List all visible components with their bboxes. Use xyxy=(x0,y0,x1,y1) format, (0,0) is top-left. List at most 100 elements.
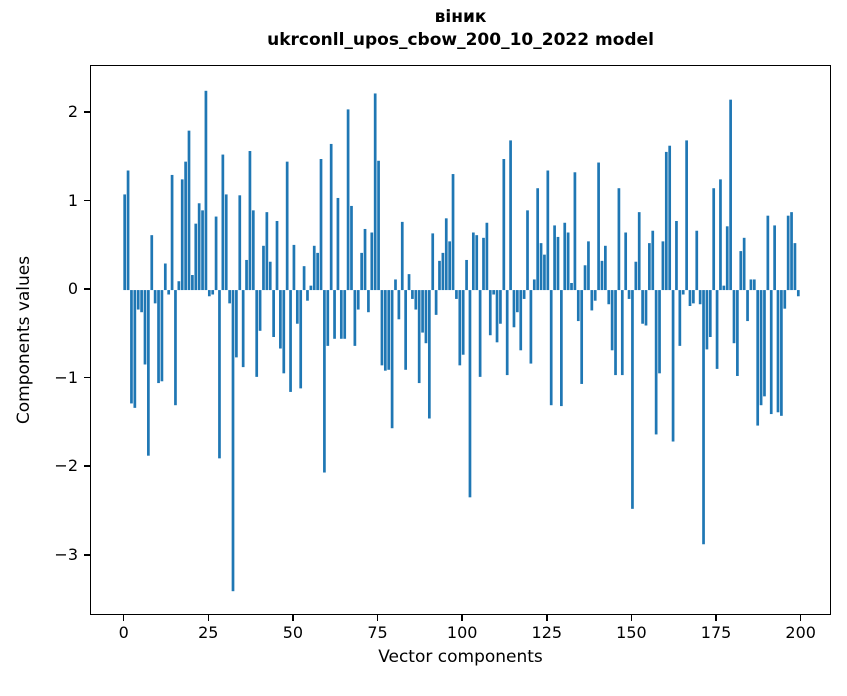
bar xyxy=(191,275,194,291)
bar xyxy=(526,210,529,291)
bar xyxy=(712,188,716,291)
bar xyxy=(285,161,289,291)
bar xyxy=(749,279,753,291)
x-tick-mark xyxy=(630,615,633,621)
y-tick-mark xyxy=(84,465,90,467)
bar xyxy=(620,290,624,376)
bar xyxy=(238,195,242,291)
bar xyxy=(593,290,597,301)
bar xyxy=(262,245,265,291)
bar xyxy=(363,228,367,291)
bar xyxy=(610,290,614,351)
bar xyxy=(719,179,722,291)
bar xyxy=(458,290,462,366)
x-tick-label: 150 xyxy=(616,623,647,642)
x-tick-label: 25 xyxy=(198,623,219,642)
bar xyxy=(539,243,543,291)
bar xyxy=(390,290,394,429)
bar xyxy=(319,159,323,291)
bar xyxy=(218,290,221,459)
bar xyxy=(607,290,611,305)
bar xyxy=(211,290,215,295)
bar xyxy=(126,170,130,291)
bar xyxy=(207,290,211,297)
bar xyxy=(563,222,567,291)
bar xyxy=(583,265,587,291)
y-tick-label: −2 xyxy=(54,456,78,476)
bar xyxy=(400,221,404,291)
y-tick-mark xyxy=(84,111,90,113)
bar xyxy=(360,252,363,291)
bar xyxy=(617,188,621,291)
bar xyxy=(566,232,570,291)
bar xyxy=(153,290,157,304)
bar xyxy=(654,290,658,435)
y-tick-mark xyxy=(84,199,90,202)
x-tick-mark xyxy=(376,615,379,621)
bar xyxy=(282,290,286,374)
bar xyxy=(201,210,204,291)
bar xyxy=(793,243,797,291)
bar xyxy=(377,160,380,291)
bar xyxy=(336,197,340,291)
bar xyxy=(614,290,617,376)
bar xyxy=(265,212,269,291)
bar xyxy=(421,290,424,333)
bar xyxy=(488,290,492,336)
bar xyxy=(275,220,279,291)
bar xyxy=(634,261,638,291)
y-tick-mark xyxy=(84,554,90,556)
bar xyxy=(316,252,319,291)
x-tick-mark xyxy=(546,615,548,621)
bar xyxy=(759,290,763,406)
bar xyxy=(147,290,150,456)
bar xyxy=(251,210,255,291)
y-tick-label: 1 xyxy=(67,190,78,210)
bar xyxy=(688,290,692,307)
bar xyxy=(157,290,160,384)
bar xyxy=(295,290,299,324)
x-tick-label: 75 xyxy=(367,623,388,642)
bar xyxy=(648,243,651,291)
plot-area xyxy=(90,65,831,615)
bar xyxy=(783,290,787,309)
bar xyxy=(678,290,682,346)
bar xyxy=(671,290,675,442)
bar xyxy=(167,290,171,295)
bar xyxy=(482,237,485,291)
bar xyxy=(204,90,208,291)
bar xyxy=(600,260,604,291)
bar xyxy=(448,241,452,291)
bar xyxy=(536,188,540,291)
bar xyxy=(587,241,590,291)
bar xyxy=(407,274,411,291)
bar xyxy=(786,215,790,291)
x-tick-mark xyxy=(292,615,294,621)
bar xyxy=(604,245,607,291)
bar xyxy=(387,290,391,370)
bar xyxy=(664,151,668,291)
bar xyxy=(214,216,218,291)
bar xyxy=(780,290,783,416)
bar xyxy=(695,230,699,291)
bar xyxy=(773,225,776,291)
bar xyxy=(702,290,705,545)
bar xyxy=(529,290,533,364)
bar xyxy=(499,290,502,324)
bar xyxy=(417,290,421,384)
x-tick-mark xyxy=(122,615,125,621)
bar xyxy=(532,279,536,291)
bar xyxy=(346,109,350,291)
bar xyxy=(404,290,407,370)
bar xyxy=(708,290,712,338)
bar xyxy=(383,290,387,371)
bar xyxy=(299,290,303,389)
bar xyxy=(519,290,523,351)
bar xyxy=(461,290,465,355)
bar xyxy=(245,259,248,291)
y-tick-label: 2 xyxy=(67,101,78,121)
bar xyxy=(732,290,736,344)
x-axis-label: Vector components xyxy=(378,647,543,667)
bar xyxy=(367,290,370,313)
bar xyxy=(438,260,441,291)
